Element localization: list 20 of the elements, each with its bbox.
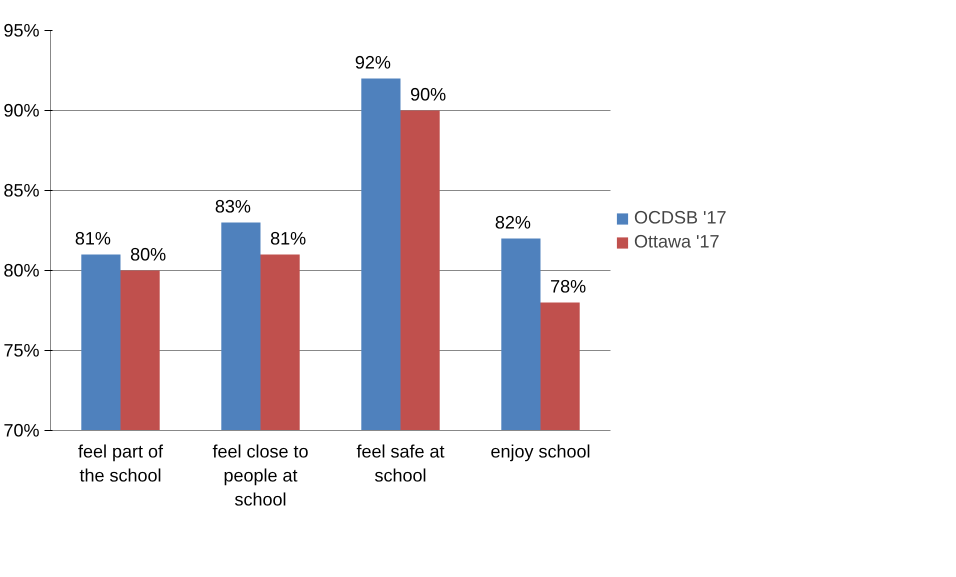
data-label: 92% (354, 52, 391, 72)
x-tick-label: enjoy school (490, 442, 591, 462)
x-tick-label: feel safe at school (356, 442, 445, 486)
data-label: 81% (74, 228, 111, 248)
data-label: 83% (214, 196, 251, 216)
data-label: 82% (494, 212, 531, 232)
data-label: 90% (410, 84, 446, 104)
y-tick-label: 90% (3, 100, 40, 120)
y-tick-label: 75% (3, 340, 40, 360)
data-label: 78% (550, 276, 586, 296)
legend-label: Ottawa '17 (634, 232, 720, 252)
legend-label: OCDSB '17 (634, 208, 726, 228)
x-tick-label: feel part of the school (78, 442, 164, 486)
y-tick-label: 70% (3, 420, 40, 440)
x-tick-label: feel close to people at school (212, 442, 309, 510)
data-label: 81% (270, 228, 306, 248)
y-tick-label: 85% (3, 180, 40, 200)
y-tick-label: 95% (3, 20, 40, 40)
y-tick-label: 80% (3, 260, 40, 280)
data-label: 80% (130, 244, 166, 264)
